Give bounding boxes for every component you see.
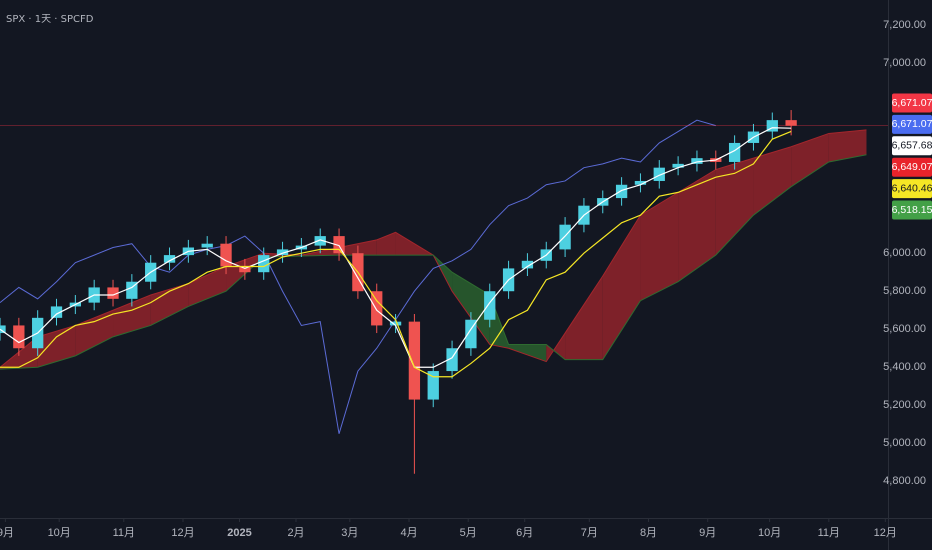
y-tick-label: 4,800.00 (883, 475, 926, 487)
x-tick-label: 7月 (581, 527, 598, 539)
y-tick-label: 7,200.00 (883, 19, 926, 31)
x-tick-label: 12月 (171, 527, 194, 539)
base-line (0, 130, 792, 378)
cloud-segment (565, 276, 603, 360)
x-tick-label: 9月 (0, 527, 14, 539)
candle-body (50, 306, 63, 318)
y-tick-label: 5,200.00 (883, 399, 926, 411)
y-tick-label: 5,400.00 (883, 361, 926, 373)
y-tick-label: 5,800.00 (883, 285, 926, 297)
candle-body (615, 184, 628, 199)
lagging-span (0, 119, 716, 434)
price-label-box (892, 93, 932, 113)
candle-body (691, 158, 703, 164)
candle-body (13, 325, 25, 349)
candle-body (521, 260, 534, 269)
candle-body (446, 348, 458, 372)
price-label-box (892, 114, 932, 134)
x-tick-label: 6月 (516, 527, 533, 539)
candle-body (0, 325, 6, 334)
conversion-line (0, 127, 792, 368)
cloud-segment (113, 295, 151, 337)
x-tick-label: 3月 (341, 527, 358, 539)
x-tick-label: 5月 (460, 527, 477, 539)
price-label-box (892, 157, 932, 177)
price-label-box (892, 179, 932, 199)
x-tick-label: 8月 (640, 527, 657, 539)
x-tick-label: 2025 (227, 527, 251, 539)
candle-body (239, 266, 251, 273)
x-tick-label: 4月 (400, 527, 417, 539)
cloud-segment (188, 266, 227, 307)
candle-body (220, 243, 232, 267)
price-label-box (892, 200, 932, 220)
x-tick-label: 10月 (758, 527, 781, 539)
cloud-segment (508, 344, 547, 362)
x-tick-label: 2月 (287, 527, 304, 539)
x-tick-label: 11月 (818, 527, 840, 539)
cloud-segment (452, 272, 490, 345)
price-label: 6,657.68 (892, 140, 932, 152)
candle-body (672, 163, 684, 168)
candle-body (371, 291, 383, 326)
chart-title: SPX · 1天 · SPCFD (6, 14, 94, 25)
cloud-segment (715, 158, 754, 256)
candle-body (258, 255, 270, 273)
price-label-box (892, 136, 932, 156)
cloud-segment (828, 129, 867, 162)
price-label: 6,640.46 (892, 182, 932, 194)
y-tick-label: 5,600.00 (883, 323, 926, 335)
candle-body (201, 243, 213, 248)
x-tick-label: 11月 (113, 527, 135, 539)
candle-body (163, 255, 176, 263)
cloud-segment (602, 215, 641, 360)
candle-body (389, 321, 402, 326)
candle-body (427, 371, 439, 400)
span-a-line (0, 129, 867, 368)
x-tick-label: 10月 (48, 527, 71, 539)
cloud-segment (753, 146, 792, 216)
candle-body (333, 236, 345, 254)
candle-body (653, 167, 665, 181)
y-tick-label: 6,000.00 (883, 247, 926, 259)
span-b-line (0, 154, 867, 370)
candle-body (559, 224, 571, 250)
cloud-segment (37, 325, 76, 368)
candle-body (785, 120, 797, 126)
cloud-segment (791, 133, 829, 187)
candle-body (126, 281, 138, 299)
candle-body (276, 249, 289, 256)
candle-body (484, 291, 496, 320)
candle-body (465, 319, 477, 349)
y-tick-label: 5,000.00 (883, 437, 926, 449)
candle-body (728, 142, 741, 162)
cloud-segment (640, 192, 679, 301)
candle-body (107, 287, 119, 299)
candle-body (408, 321, 421, 400)
price-label: 6,649.07 (892, 161, 932, 173)
cloud-segment (678, 169, 716, 282)
x-tick-label: 9月 (699, 527, 716, 539)
price-label: 6,671.07 (892, 118, 932, 130)
y-tick-label: 7,000.00 (883, 57, 926, 69)
price-label: 6,518.15 (892, 204, 932, 216)
candle-body (766, 120, 778, 132)
x-tick-label: 12月 (874, 527, 897, 539)
candle-body (314, 236, 326, 246)
candle-body (634, 180, 647, 185)
price-label: 6,671.07 (892, 97, 932, 109)
cloud-segment (150, 283, 189, 326)
